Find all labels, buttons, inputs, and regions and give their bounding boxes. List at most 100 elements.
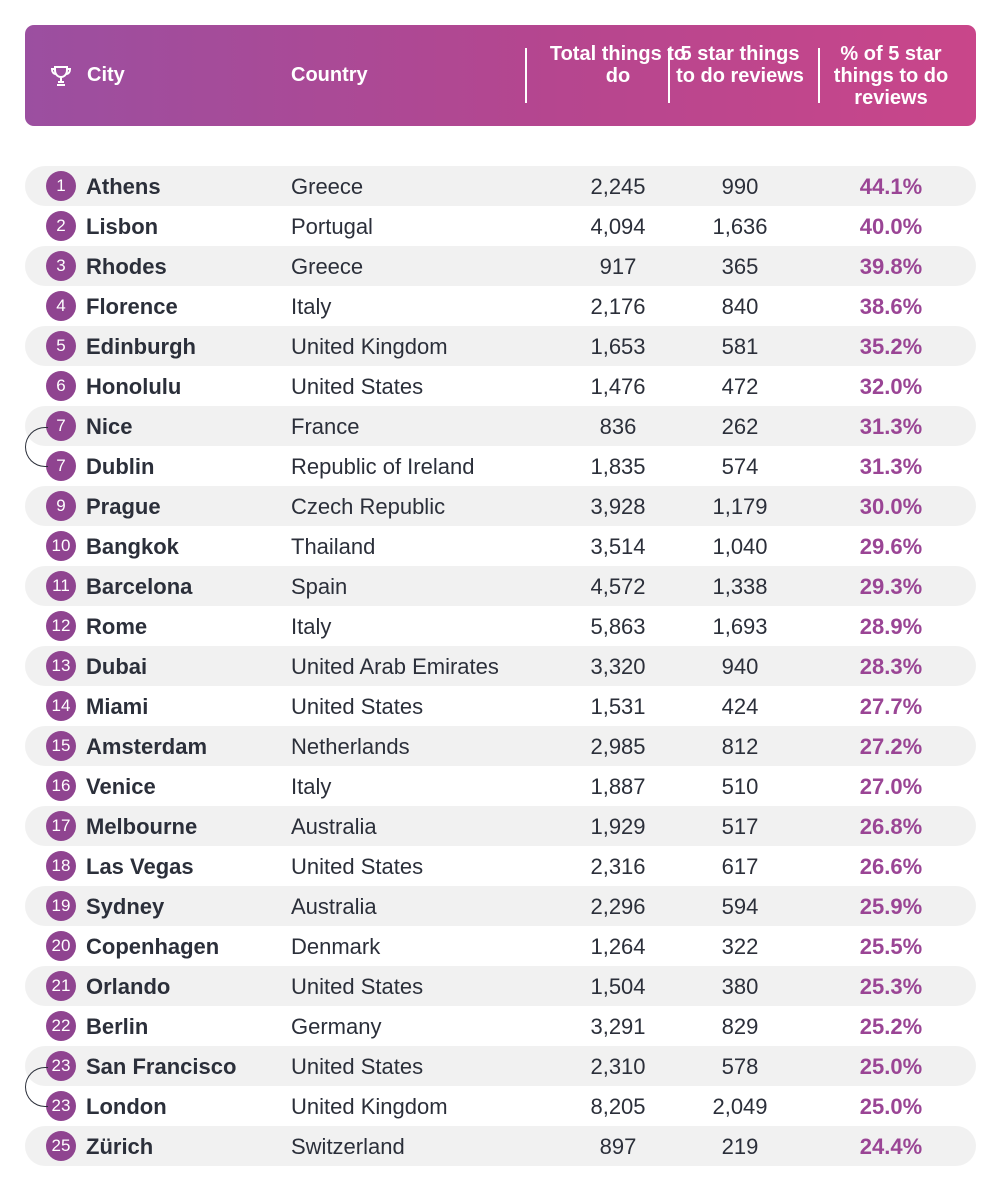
country-name: Australia <box>291 814 377 839</box>
table-header: City Country Total things to do 5 star t… <box>25 25 976 126</box>
five-star-percent: 40.0% <box>859 214 923 239</box>
rank-badge: 5 <box>46 331 76 361</box>
five-star-percent: 27.7% <box>859 694 923 719</box>
total-things: 917 <box>599 254 637 279</box>
rank-badge: 11 <box>46 571 76 601</box>
table-row: 5 Edinburgh United Kingdom 1,653 581 35.2% <box>25 326 976 366</box>
total-things: 836 <box>599 414 637 439</box>
country-name: Spain <box>291 574 348 599</box>
total-things: 4,572 <box>590 574 646 599</box>
total-things: 1,264 <box>590 934 646 959</box>
rank-badge: 25 <box>46 1131 76 1161</box>
header-percent: % of 5 star things to do reviews <box>833 43 949 109</box>
rank-badge: 17 <box>46 811 76 841</box>
header-divider <box>668 48 670 103</box>
total-things: 3,291 <box>590 1014 646 1039</box>
rank-badge: 22 <box>46 1011 76 1041</box>
rank-badge: 10 <box>46 531 76 561</box>
city-name: Las Vegas <box>86 854 194 879</box>
rank-badge: 23 <box>46 1051 76 1081</box>
city-name: Sydney <box>86 894 165 919</box>
country-name: Greece <box>291 174 364 199</box>
five-star-reviews: 219 <box>721 1134 759 1159</box>
table-row: 13 Dubai United Arab Emirates 3,320 940 28.3% <box>25 646 976 686</box>
five-star-percent: 28.3% <box>859 654 923 679</box>
five-star-percent: 25.2% <box>859 1014 923 1039</box>
header-divider <box>525 48 527 103</box>
city-name: San Francisco <box>86 1054 237 1079</box>
country-name: United Kingdom <box>291 1094 448 1119</box>
table-row: 1 Athens Greece 2,245 990 44.1% <box>25 166 976 206</box>
table-row: 15 Amsterdam Netherlands 2,985 812 27.2% <box>25 726 976 766</box>
five-star-reviews: 472 <box>721 374 759 399</box>
country-name: Thailand <box>291 534 376 559</box>
city-name: Rome <box>86 614 148 639</box>
city-name: Dubai <box>86 654 148 679</box>
country-name: United Kingdom <box>291 334 448 359</box>
country-name: United Arab Emirates <box>291 654 499 679</box>
ranking-table: 1 Athens Greece 2,245 990 44.1% 2 Lisbon Portuga… <box>25 166 976 1166</box>
city-name: Melbourne <box>86 814 198 839</box>
city-name: Barcelona <box>86 574 193 599</box>
rank-badge: 20 <box>46 931 76 961</box>
five-star-percent: 35.2% <box>859 334 923 359</box>
five-star-percent: 25.5% <box>859 934 923 959</box>
total-things: 8,205 <box>590 1094 646 1119</box>
table-row: 25 Zürich Switzerland 897 219 24.4% <box>25 1126 976 1166</box>
five-star-reviews: 812 <box>721 734 759 759</box>
country-name: Italy <box>291 294 332 319</box>
five-star-reviews: 990 <box>721 174 759 199</box>
table-row: 9 Prague Czech Republic 3,928 1,179 30.0% <box>25 486 976 526</box>
five-star-percent: 25.0% <box>859 1054 923 1079</box>
table-row: 17 Melbourne Australia 1,929 517 26.8% <box>25 806 976 846</box>
table-row: 21 Orlando United States 1,504 380 25.3% <box>25 966 976 1006</box>
country-name: Greece <box>291 254 364 279</box>
total-things: 1,531 <box>590 694 646 719</box>
table-row: 3 Rhodes Greece 917 365 39.8% <box>25 246 976 286</box>
country-name: Germany <box>291 1014 382 1039</box>
total-things: 3,928 <box>590 494 646 519</box>
country-name: United States <box>291 374 424 399</box>
five-star-reviews: 510 <box>721 774 759 799</box>
five-star-reviews: 617 <box>721 854 759 879</box>
five-star-percent: 31.3% <box>859 454 923 479</box>
country-name: Australia <box>291 894 377 919</box>
city-name: London <box>86 1094 167 1119</box>
table-row: 19 Sydney Australia 2,296 594 25.9% <box>25 886 976 926</box>
five-star-percent: 25.0% <box>859 1094 923 1119</box>
five-star-reviews: 1,179 <box>712 494 768 519</box>
city-name: Honolulu <box>86 374 182 399</box>
five-star-reviews: 1,040 <box>712 534 768 559</box>
rank-badge: 1 <box>46 171 76 201</box>
five-star-reviews: 581 <box>721 334 759 359</box>
table-row: 2 Lisbon Portugal 4,094 1,636 40.0% <box>25 206 976 246</box>
five-star-reviews: 380 <box>721 974 759 999</box>
five-star-reviews: 578 <box>721 1054 759 1079</box>
city-name: Copenhagen <box>86 934 220 959</box>
rank-badge: 9 <box>46 491 76 521</box>
total-things: 897 <box>599 1134 637 1159</box>
total-things: 1,929 <box>590 814 646 839</box>
five-star-percent: 32.0% <box>859 374 923 399</box>
city-name: Miami <box>86 694 149 719</box>
country-name: Italy <box>291 614 332 639</box>
header-country: Country <box>291 64 368 86</box>
five-star-reviews: 322 <box>721 934 759 959</box>
country-name: United States <box>291 1054 424 1079</box>
city-name: Amsterdam <box>86 734 208 759</box>
table-row: 18 Las Vegas United States 2,316 617 26.6% <box>25 846 976 886</box>
table-row: 23 London United Kingdom 8,205 2,049 25.0% <box>25 1086 976 1126</box>
five-star-reviews: 2,049 <box>712 1094 768 1119</box>
five-star-reviews: 574 <box>721 454 759 479</box>
total-things: 1,476 <box>590 374 646 399</box>
total-things: 2,985 <box>590 734 646 759</box>
five-star-reviews: 365 <box>721 254 759 279</box>
country-name: United States <box>291 854 424 879</box>
total-things: 2,245 <box>590 174 646 199</box>
five-star-percent: 31.3% <box>859 414 923 439</box>
five-star-reviews: 262 <box>721 414 759 439</box>
table-row: 10 Bangkok Thailand 3,514 1,040 29.6% <box>25 526 976 566</box>
total-things: 5,863 <box>590 614 646 639</box>
city-name: Dublin <box>86 454 155 479</box>
total-things: 4,094 <box>590 214 646 239</box>
